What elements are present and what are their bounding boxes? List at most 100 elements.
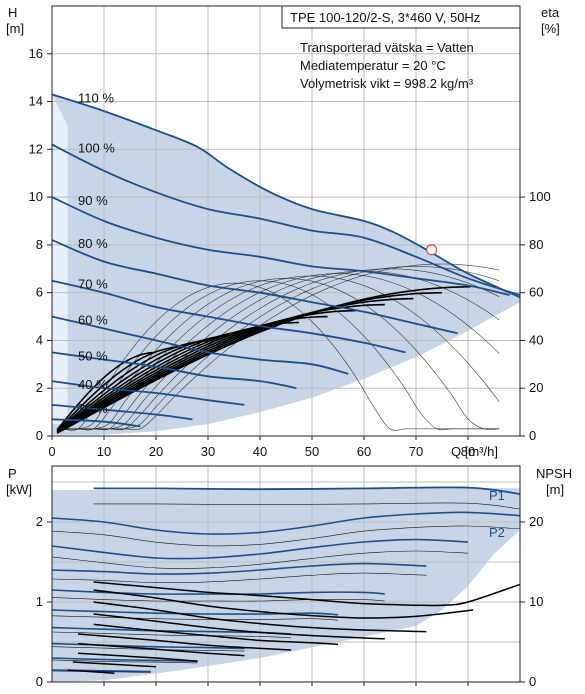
x-tick-label: 60	[357, 444, 371, 459]
power-curve-p2	[51, 631, 292, 639]
y-axis-label: P	[8, 466, 17, 481]
y-axis-label: H	[8, 5, 17, 20]
operating-region	[52, 94, 520, 435]
speed-label: 50 %	[78, 348, 108, 363]
speed-label: 80 %	[78, 236, 108, 251]
npsh-curve	[93, 623, 339, 646]
y-tick-label: 1	[36, 594, 43, 609]
speed-label: 100 %	[78, 141, 115, 156]
y-tick-label: 10	[29, 189, 43, 204]
thin-curve	[62, 270, 500, 430]
x-tick-label: 40	[253, 444, 267, 459]
y-tick-label: 6	[36, 285, 43, 300]
speed-label: 30 %	[78, 401, 108, 416]
x-tick-label: 70	[409, 444, 423, 459]
y2-axis-unit: [%]	[541, 21, 560, 36]
p1-label: P1	[489, 488, 505, 503]
power-curve-p2	[51, 597, 385, 602]
npsh-curve	[67, 669, 115, 674]
operating-region	[52, 487, 520, 682]
info-line-3: Volymetrisk vikt = 998.2 kg/m³	[300, 76, 474, 91]
x-tick-label: 10	[97, 444, 111, 459]
low-flow-band	[52, 94, 68, 425]
y2-tick-label: 0	[529, 674, 536, 689]
y-tick-label: 14	[29, 94, 43, 109]
efficiency-curve	[56, 303, 385, 434]
power-curve-p2	[51, 659, 198, 664]
y-tick-label: 2	[36, 380, 43, 395]
power-curve-p2	[51, 615, 339, 621]
plot-frame	[51, 465, 521, 683]
y-tick-label: 12	[29, 141, 43, 156]
x-tick-label: 0	[48, 444, 55, 459]
efficiency-curves	[56, 285, 471, 434]
head-curve	[51, 315, 349, 375]
head-curve	[51, 196, 510, 296]
x-tick-label: 50	[305, 444, 319, 459]
y-tick-label: 0	[36, 428, 43, 443]
y2-axis-unit: [m]	[546, 482, 564, 497]
head-curve	[51, 143, 521, 296]
y2-tick-label: 20	[529, 514, 543, 529]
y2-tick-label: 20	[529, 380, 543, 395]
y-tick-label: 4	[36, 332, 43, 347]
thin-curve	[62, 278, 500, 431]
npsh-curve	[93, 613, 385, 640]
head-curve	[51, 418, 141, 428]
y2-tick-label: 100	[529, 189, 551, 204]
power-curve-p2	[51, 572, 427, 584]
power-curve	[51, 609, 339, 616]
efficiency-curve	[56, 345, 185, 432]
power-curve-p2	[51, 525, 521, 547]
speed-label: 60 %	[78, 313, 108, 328]
power-curve	[51, 657, 198, 662]
head-curve	[51, 239, 458, 335]
x-tick-label: 20	[149, 444, 163, 459]
npsh-curve	[72, 661, 157, 668]
info-title: TPE 100-120/2-S, 3*460 V, 50Hz	[290, 10, 480, 25]
npsh-curve	[93, 581, 521, 607]
speed-label: 70 %	[78, 277, 108, 292]
y-tick-label: 2	[36, 514, 43, 529]
y2-tick-label: 10	[529, 594, 543, 609]
npsh-curve	[93, 589, 474, 619]
power-curve-p2	[51, 550, 469, 569]
y-axis-unit: [kW]	[6, 482, 32, 497]
npsh-curve	[93, 601, 427, 633]
p2-label: P2	[489, 525, 505, 540]
efficiency-curve	[56, 285, 471, 434]
thin-curve	[62, 263, 500, 431]
efficiency-curve	[56, 297, 414, 434]
operating-region-fill	[52, 94, 520, 435]
info-box: TPE 100-120/2-S, 3*460 V, 50Hz Transport…	[281, 5, 521, 91]
npsh-curve	[77, 652, 198, 662]
head-curve	[51, 380, 245, 406]
operating-region-fill	[52, 487, 520, 682]
y2-axis-label: eta	[541, 5, 560, 20]
power-curve-p2	[51, 670, 151, 673]
thin-curve	[62, 280, 500, 431]
speed-label: 40 %	[78, 377, 108, 392]
speed-labels: 110 % 100 % 90 % 80 % 70 % 60 % 50 % 40 % 30 %	[78, 90, 115, 416]
npsh-curve	[77, 642, 245, 657]
power-curve	[51, 562, 427, 575]
power-curve	[51, 511, 521, 535]
npsh-curves	[67, 581, 521, 674]
y2-tick-label: 60	[529, 285, 543, 300]
x-axis-label: Q [m³/h]	[451, 444, 498, 459]
axis-ticks: 0 10 20 30 40 50 60 70 80 0 2 4 6 8 10 12 14 16 0 20 40 60 80 1…	[29, 46, 551, 459]
npsh-curve	[77, 633, 292, 651]
info-line-2: Mediatemperatur = 20 °C	[300, 58, 446, 73]
head-efficiency-chart: 0 10 20 30 40 50 60 70 80 0 2 4 6 8 10 12 14 16 0 20 40 60 80 1…	[6, 5, 560, 459]
y2-tick-label: 0	[529, 428, 536, 443]
efficiency-curve	[56, 351, 157, 431]
head-curve	[51, 404, 193, 421]
power-curve	[51, 538, 469, 560]
y-tick-label: 0	[36, 674, 43, 689]
info-line-1: Transporterad vätska = Vatten	[300, 40, 474, 55]
y2-tick-label: 80	[529, 237, 543, 252]
power-curve-p2	[93, 502, 521, 510]
